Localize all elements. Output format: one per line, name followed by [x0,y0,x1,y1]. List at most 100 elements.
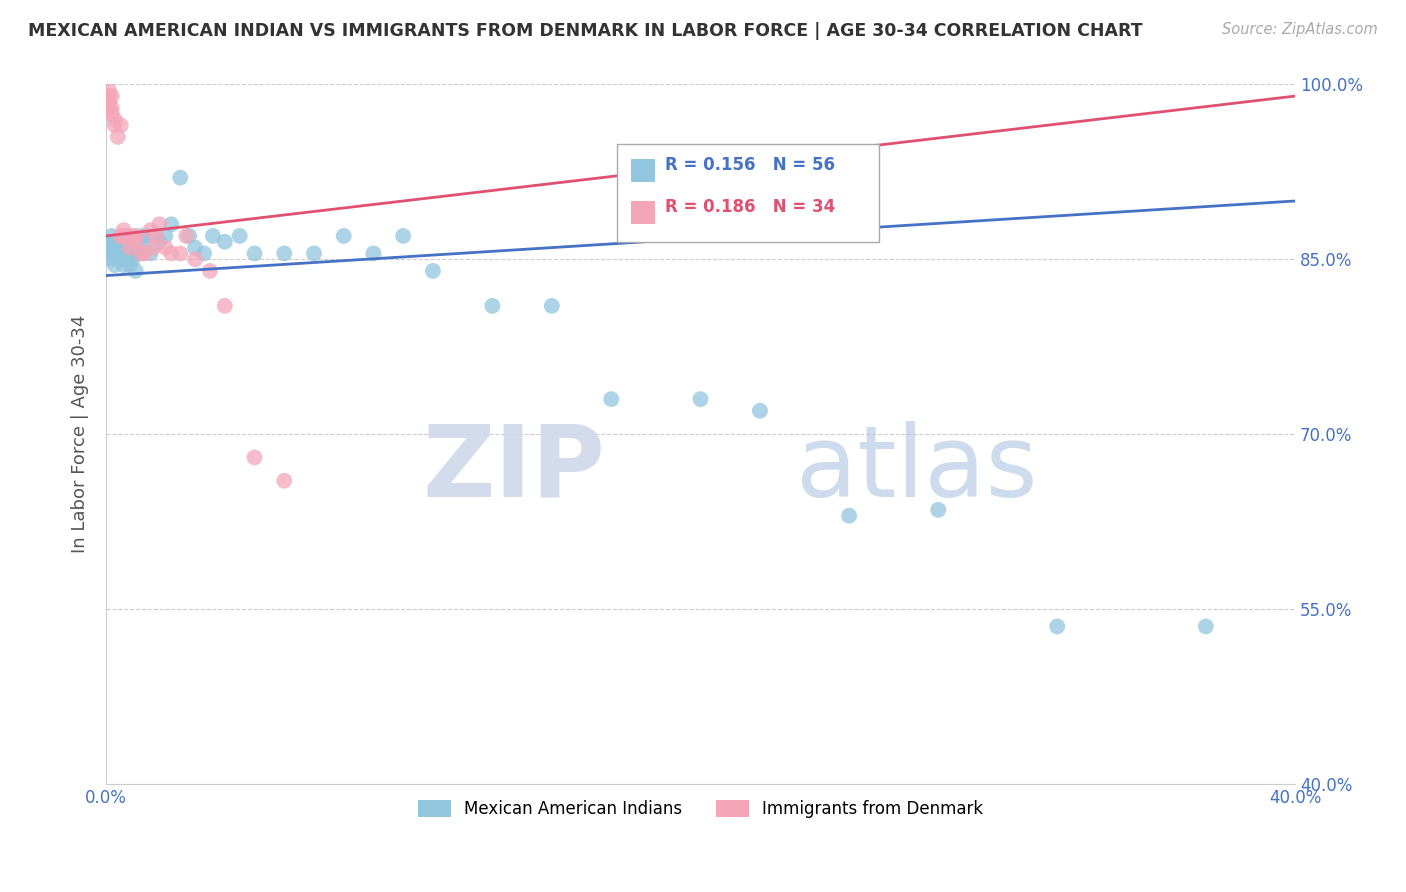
Point [124,264,146,278]
Point [118,246,141,260]
Point [128,241,150,255]
Point [201,229,224,244]
Point [104,235,127,249]
Point [273,474,295,488]
Point [481,299,503,313]
Point [97,241,120,255]
Point [332,229,354,244]
Point [139,246,162,260]
Point [101,241,124,255]
Point [112,258,135,272]
Text: atlas: atlas [796,420,1038,517]
Point [97,246,120,260]
Point [214,235,236,249]
Point [184,241,207,255]
Point [927,503,949,517]
Point [104,246,127,260]
Point [392,229,415,244]
Point [101,89,124,103]
FancyBboxPatch shape [617,144,879,242]
Point [134,241,156,255]
Point [124,229,146,244]
Point [97,101,120,115]
Point [107,129,129,144]
Point [174,229,197,244]
Point [121,252,143,267]
Point [97,235,120,249]
Point [107,252,129,267]
Point [112,223,135,237]
Point [110,252,132,267]
Y-axis label: In Labor Force | Age 30-34: In Labor Force | Age 30-34 [72,315,89,553]
Point [243,246,266,260]
Legend: Mexican American Indians, Immigrants from Denmark: Mexican American Indians, Immigrants fro… [411,793,990,824]
Point [155,229,177,244]
Point [228,229,250,244]
Point [748,404,770,418]
Point [97,95,120,109]
FancyBboxPatch shape [631,160,655,182]
Point [363,246,385,260]
Point [110,235,132,249]
Text: ZIP: ZIP [422,420,606,517]
Point [214,299,236,313]
FancyBboxPatch shape [631,202,655,224]
Point [169,246,191,260]
Point [838,508,860,523]
Point [121,229,143,244]
Point [97,83,120,97]
Point [155,241,177,255]
Text: R = 0.156   N = 56: R = 0.156 N = 56 [665,156,835,175]
Point [160,217,183,231]
Point [136,229,159,244]
Text: MEXICAN AMERICAN INDIAN VS IMMIGRANTS FROM DENMARK IN LABOR FORCE | AGE 30-34 CO: MEXICAN AMERICAN INDIAN VS IMMIGRANTS FR… [28,22,1143,40]
Point [104,118,127,132]
Point [198,264,221,278]
Point [179,229,201,244]
Point [169,170,191,185]
Point [148,235,170,249]
Point [160,246,183,260]
Point [118,241,141,255]
Point [124,246,146,260]
Point [115,252,138,267]
Point [118,258,141,272]
Point [101,252,124,267]
Point [139,223,162,237]
Point [101,101,124,115]
Point [97,89,120,103]
Point [112,229,135,244]
Point [273,246,295,260]
Point [540,299,562,313]
Point [302,246,325,260]
Point [115,241,138,255]
Point [115,229,138,244]
Point [422,264,444,278]
Point [104,258,127,272]
Point [243,450,266,465]
Point [107,241,129,255]
Point [131,246,153,260]
Point [148,217,170,231]
Point [110,118,132,132]
Point [145,229,167,244]
Point [104,112,127,127]
Point [689,392,711,406]
Point [101,106,124,120]
Point [112,246,135,260]
Point [142,229,165,244]
Point [101,229,124,244]
Point [110,246,132,260]
Point [1046,619,1069,633]
Point [600,392,623,406]
Point [1195,619,1218,633]
Text: Source: ZipAtlas.com: Source: ZipAtlas.com [1222,22,1378,37]
Point [110,229,132,244]
Point [134,246,156,260]
Point [142,241,165,255]
Point [131,229,153,244]
Point [184,252,207,267]
Point [193,246,215,260]
Point [101,246,124,260]
Point [124,235,146,249]
